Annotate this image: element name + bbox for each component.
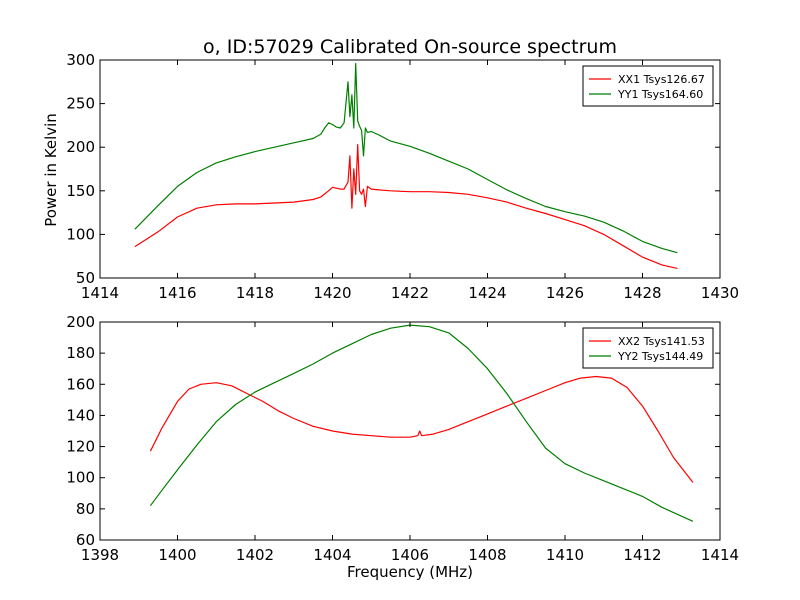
x-tick-label: 1414 <box>81 284 119 302</box>
series-line-2-1 <box>149 375 694 483</box>
y-tick-label: 180 <box>66 344 95 362</box>
y-tick-label: 200 <box>66 313 95 331</box>
x-tick-label: 1418 <box>236 284 274 302</box>
x-tick-label: 1404 <box>313 546 351 564</box>
x-tick-label: 1400 <box>158 546 196 564</box>
y-axis-label-top: Power in Kelvin <box>42 113 60 227</box>
x-tick-label: 1420 <box>313 284 351 302</box>
y-tick-label: 50 <box>76 269 95 287</box>
legend-label: YY1 Tsys164.60 <box>617 88 703 101</box>
x-axis-label: Frequency (MHz) <box>347 563 473 581</box>
x-tick-label: 1402 <box>236 546 274 564</box>
y-tick-label: 60 <box>76 531 95 549</box>
y-tick-label: 120 <box>66 438 95 456</box>
x-tick-label: 1416 <box>158 284 196 302</box>
y-tick-label: 80 <box>76 500 95 518</box>
series-line-1-2 <box>134 62 678 254</box>
legend-box <box>582 327 714 369</box>
legend-label: XX2 Tsys141.53 <box>618 335 705 348</box>
x-tick-label: 1406 <box>391 546 429 564</box>
series-line-1-1 <box>134 144 678 269</box>
x-tick-label: 1408 <box>468 546 506 564</box>
x-tick-label: 1410 <box>546 546 584 564</box>
x-tick-label: 1412 <box>623 546 661 564</box>
panel-1: 1414 1416 1418 1420 1422 1424 1426 1428 1430 50 10… <box>66 51 739 302</box>
plot-panels: 1414 1416 1418 1420 1422 1424 1426 1428 1430 50 10… <box>66 51 739 564</box>
x-tick-label: 1428 <box>623 284 661 302</box>
legend-2: XX2 Tsys141.53 YY2 Tsys144.49 <box>582 327 714 369</box>
legend-label: YY2 Tsys144.49 <box>617 350 703 363</box>
figure-title: o, ID:57029 Calibrated On-source spectru… <box>203 36 617 58</box>
y-tick-label: 160 <box>66 375 95 393</box>
y-tick-label: 300 <box>66 51 95 69</box>
y-tick-label: 200 <box>66 138 95 156</box>
y-tick-label: 100 <box>66 225 95 243</box>
x-tick-label: 1424 <box>468 284 506 302</box>
x-tick-label: 1430 <box>701 284 739 302</box>
y-tick-label: 100 <box>66 469 95 487</box>
x-tick-label: 1398 <box>81 546 119 564</box>
x-tick-label: 1426 <box>546 284 584 302</box>
y-tick-label: 150 <box>66 182 95 200</box>
y-tick-label: 250 <box>66 95 95 113</box>
x-tick-label: 1414 <box>701 546 739 564</box>
legend-box <box>582 65 714 107</box>
panel-2: 1398 1400 1402 1404 1406 1408 1410 1412 1414 60 80… <box>66 313 739 564</box>
y-tick-label: 140 <box>66 406 95 424</box>
x-tick-label: 1422 <box>391 284 429 302</box>
legend-label: XX1 Tsys126.67 <box>618 73 705 86</box>
legend-1: XX1 Tsys126.67 YY1 Tsys164.60 <box>582 65 714 107</box>
